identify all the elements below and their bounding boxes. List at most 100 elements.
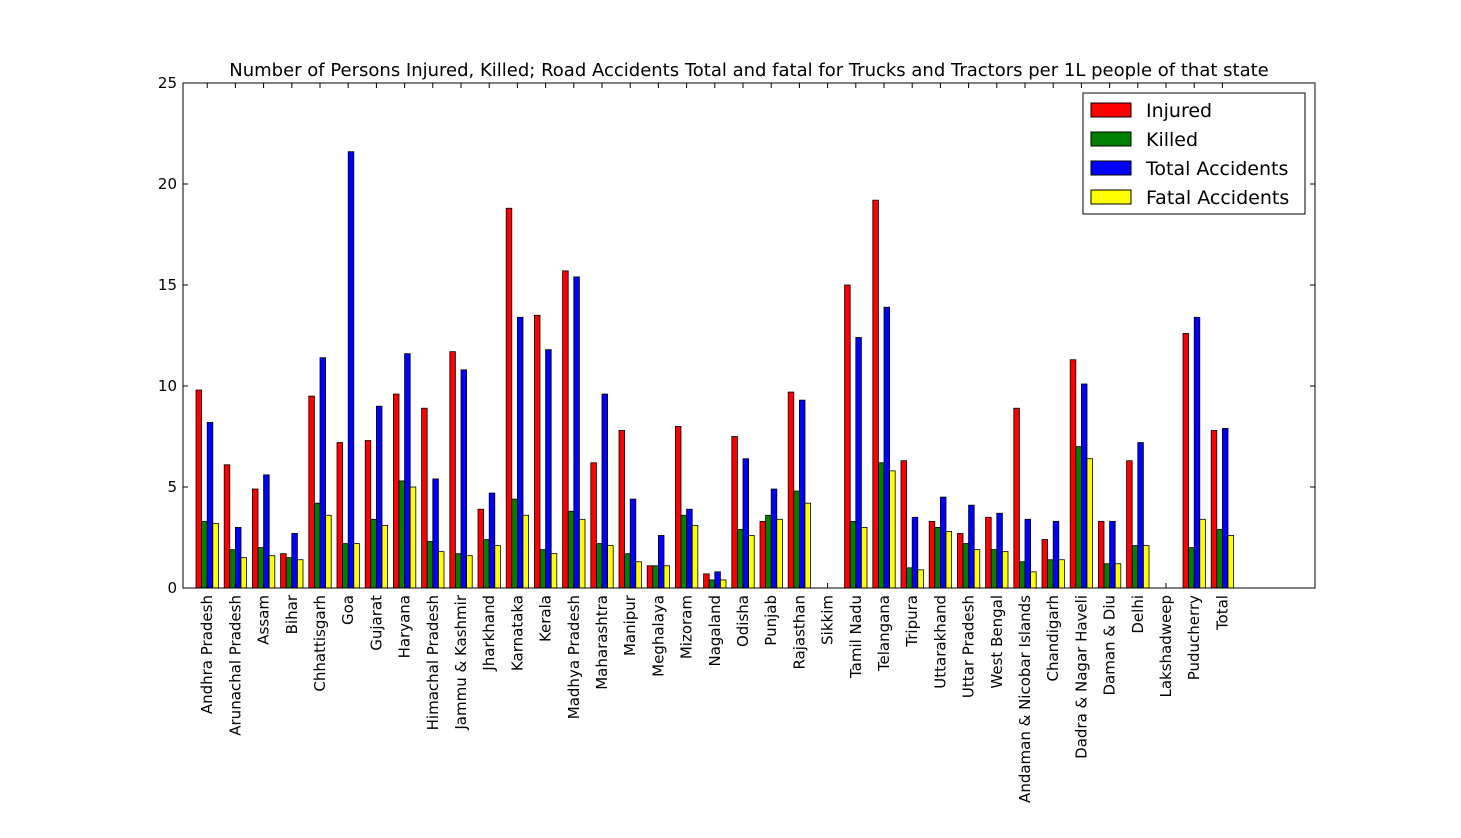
bar — [855, 337, 862, 589]
x-tick-label: Haryana — [396, 595, 414, 658]
x-tick-label: Meghalaya — [649, 595, 667, 677]
bar — [550, 553, 558, 589]
bar — [906, 567, 913, 589]
bar — [680, 514, 687, 589]
bar — [432, 478, 439, 589]
bar — [201, 520, 208, 589]
bar — [398, 480, 405, 589]
x-tick-label: Bihar — [283, 594, 301, 634]
bar — [454, 553, 462, 589]
bar — [319, 357, 326, 589]
bar — [296, 559, 304, 589]
bar — [985, 516, 992, 589]
bar — [714, 571, 721, 589]
bar — [494, 545, 501, 589]
bar — [601, 393, 608, 589]
bar — [1126, 460, 1133, 589]
bar — [364, 440, 372, 589]
bar — [291, 533, 298, 589]
bar — [534, 314, 541, 589]
bar — [573, 276, 580, 589]
x-tick-label: Manipur — [621, 594, 639, 656]
x-tick-label: Goa — [339, 595, 357, 625]
bar — [1041, 539, 1048, 589]
bar — [251, 488, 259, 589]
legend: Injured Killed Total Accidents Fatal Accide… — [1082, 92, 1306, 215]
y-tick-label: 20 — [158, 175, 177, 193]
x-tick-label: Uttarakhand — [931, 595, 949, 689]
bar — [342, 543, 349, 589]
bar — [268, 555, 276, 589]
x-tick-label: Odisha — [734, 595, 752, 647]
x-tick-label: Puducherry — [1185, 595, 1203, 680]
bar — [691, 524, 699, 589]
bar — [229, 549, 236, 589]
bar — [483, 539, 490, 589]
bar — [336, 442, 343, 589]
bar — [1013, 407, 1020, 589]
bar — [522, 514, 529, 589]
bar — [421, 407, 428, 589]
legend-swatch — [1090, 102, 1132, 118]
bar — [477, 508, 484, 589]
bar — [206, 421, 214, 589]
bar — [799, 399, 806, 589]
x-tick-label: West Bengal — [988, 595, 1006, 689]
bar — [579, 518, 586, 589]
chart-title: Number of Persons Injured, Killed; Road … — [229, 60, 1269, 81]
bar — [596, 543, 603, 589]
bar — [849, 520, 857, 589]
bar — [607, 545, 614, 589]
bar — [1199, 518, 1206, 589]
bar — [934, 527, 941, 589]
x-tick-label: Delhi — [1129, 595, 1147, 634]
bar — [1081, 383, 1088, 589]
bar — [990, 549, 998, 589]
bar — [900, 460, 907, 589]
bar — [392, 393, 400, 589]
x-tick-label: Tamil Nadu — [847, 595, 865, 679]
bar — [1019, 561, 1026, 589]
x-tick-label: Daman & Diu — [1101, 595, 1119, 696]
bar — [1052, 520, 1060, 589]
bar — [973, 549, 981, 589]
bar — [652, 565, 659, 589]
x-tick-label: Tripura — [903, 595, 921, 648]
y-tick-label: 10 — [158, 377, 177, 395]
bar — [928, 520, 936, 589]
bar — [968, 504, 975, 589]
bar — [646, 565, 654, 589]
x-tick-label: Arunachal Pradesh — [226, 595, 244, 736]
bar — [675, 425, 682, 589]
axis-ticks: 0 5 10 15 20 25 Andhra Pradesh Arunachal Prades… — [158, 74, 1315, 803]
bars-layer — [195, 151, 1234, 589]
x-tick-label: Uttar Pradesh — [960, 595, 978, 698]
bar — [545, 349, 552, 589]
bar — [1210, 430, 1218, 589]
x-tick-label: Jharkhand — [480, 595, 498, 672]
bar — [917, 569, 924, 589]
bar — [1069, 359, 1077, 589]
bar — [562, 270, 569, 589]
x-tick-label: Himachal Pradesh — [424, 595, 442, 730]
x-tick-label: Karnataka — [508, 595, 526, 671]
x-tick-label: Andaman & Nicobar Islands — [1016, 595, 1034, 803]
legend-swatch — [1090, 189, 1132, 205]
bar — [686, 508, 693, 589]
x-tick-label: Lakshadweep — [1157, 595, 1175, 698]
x-tick-label: Kerala — [537, 595, 555, 642]
bar — [765, 514, 772, 589]
bar — [658, 535, 665, 589]
y-tick-label: 0 — [167, 579, 177, 597]
x-tick-label: Jammu & Kashmir — [452, 594, 470, 730]
bar — [1047, 559, 1054, 589]
bar — [567, 510, 575, 589]
bar — [1137, 442, 1144, 589]
bar — [878, 462, 885, 589]
bar — [1143, 545, 1150, 589]
legend-label: Killed — [1146, 129, 1198, 151]
bar — [280, 553, 287, 589]
bar — [590, 462, 597, 589]
bar — [449, 351, 456, 589]
